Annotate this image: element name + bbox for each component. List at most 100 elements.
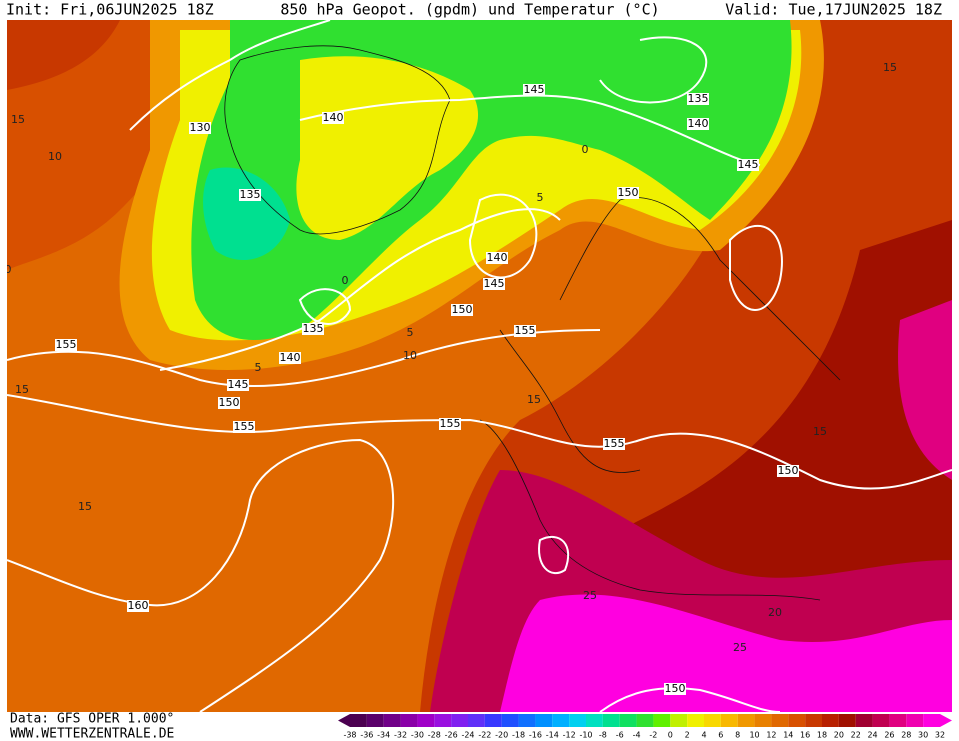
colorbar-tick-label: -16 <box>529 731 542 740</box>
color-swatch <box>636 714 654 727</box>
color-swatch <box>434 714 452 727</box>
temperature-label: 25 <box>733 641 747 654</box>
color-swatch <box>720 714 738 727</box>
colorbar-tick-label: 30 <box>918 731 928 740</box>
label-box <box>514 325 536 337</box>
color-swatch <box>569 714 586 727</box>
colorbar-tick-label: -36 <box>360 731 373 740</box>
label-box <box>279 352 301 364</box>
geopotential-contour <box>468 193 538 279</box>
color-swatch <box>518 714 536 727</box>
label-box <box>664 683 686 695</box>
color-swatch <box>838 714 856 727</box>
geopotential-label: 150 <box>778 464 799 477</box>
colorbar-tick-label: 32 <box>935 731 945 740</box>
label-box <box>451 304 473 316</box>
colorbar-arrow <box>940 714 952 727</box>
colorbar-tick-label: -38 <box>343 731 356 740</box>
geopotential-contour <box>159 208 561 371</box>
init-time: Init: Fri,06JUN2025 18Z <box>6 1 214 19</box>
geopotential-label: 135 <box>240 188 261 201</box>
colorbar-tick-label: 16 <box>800 731 810 740</box>
geopotential-label: 150 <box>452 303 473 316</box>
geopotential-contour <box>129 20 331 131</box>
colorbar-tick-label: -20 <box>495 731 508 740</box>
label-box <box>687 93 709 105</box>
valid-time: Valid: Tue,17JUN2025 18Z <box>725 1 942 19</box>
geopotential-label: 155 <box>56 338 77 351</box>
colorbar-tick-label: 0 <box>668 731 673 740</box>
label-box <box>55 339 77 351</box>
colorbar-tick-label: 8 <box>735 731 740 740</box>
color-swatch <box>501 714 519 727</box>
color-swatch <box>417 714 435 727</box>
colorbar: -38 -36 -34 -32 -30 -28 -26 -24 -22 -20 -18 -16 -14-… <box>338 714 952 740</box>
geopotential-label: 145 <box>228 378 249 391</box>
geopotential-label: 160 <box>128 599 149 612</box>
color-swatch <box>552 714 570 727</box>
geopotential-contour <box>599 36 708 104</box>
colorbar-tick-label: 4 <box>701 731 706 740</box>
colorbar-tick-label: -2 <box>649 731 657 740</box>
label-box <box>737 159 759 171</box>
colorbar-tick-label: -10 <box>579 731 592 740</box>
geopotential-label: 130 <box>190 121 211 134</box>
geopotential-label: 145 <box>738 158 759 171</box>
colorbar-tick-label: 22 <box>851 731 861 740</box>
label-box <box>483 278 505 290</box>
label-box <box>777 465 799 477</box>
temperature-label: 0 <box>342 274 349 287</box>
geopotential-label: 145 <box>484 277 505 290</box>
label-box <box>322 112 344 124</box>
temp-area <box>500 594 952 712</box>
colorbar-tick-label: 18 <box>817 731 827 740</box>
color-swatch <box>822 714 839 727</box>
color-swatch <box>484 714 502 727</box>
color-swatch <box>687 714 704 727</box>
label-box <box>233 421 255 433</box>
temp-area <box>898 300 952 480</box>
geopotential-label: 155 <box>234 420 255 433</box>
colorbar-tick-label: 24 <box>867 731 877 740</box>
temperature-label: 15 <box>15 383 29 396</box>
color-swatch <box>653 714 671 727</box>
geopotential-label: 140 <box>487 251 508 264</box>
geopotential-contour <box>7 329 601 388</box>
temp-area <box>296 56 479 240</box>
geopotential-label: 150 <box>219 396 240 409</box>
colorbar-tick-label: -6 <box>616 731 624 740</box>
label-box <box>486 252 508 264</box>
colorbar-tick-label: -30 <box>411 731 424 740</box>
temp-area <box>7 20 120 90</box>
geopotential-label: 135 <box>303 322 324 335</box>
geopotential-label: 150 <box>665 682 686 695</box>
colorbar-tick-label: -26 <box>445 731 458 740</box>
temperature-label: 20 <box>768 606 782 619</box>
temperature-label: 0 <box>582 143 589 156</box>
geopotential-contour <box>298 288 352 325</box>
color-swatch <box>670 714 688 727</box>
label-box <box>127 600 149 612</box>
map: 1301401351451351401451501401451501551351… <box>7 20 952 712</box>
colorbar-tick-label: -4 <box>633 731 641 740</box>
temperature-label: 15 <box>11 113 25 126</box>
geopotential-label: 145 <box>524 83 545 96</box>
label-box <box>218 397 240 409</box>
temperature-label: 5 <box>255 361 262 374</box>
colorbar-tick-label: 2 <box>685 731 690 740</box>
label-box <box>603 438 625 450</box>
temperature-label: 10 <box>48 150 62 163</box>
geopotential-label: 155 <box>515 324 536 337</box>
color-swatch <box>805 714 822 727</box>
color-swatch <box>704 714 721 727</box>
geopotential-label: 140 <box>280 351 301 364</box>
label-box <box>617 187 639 199</box>
color-swatch <box>906 714 924 727</box>
geopotential-label: 155 <box>604 437 625 450</box>
colorbar-tick-label: 28 <box>901 731 911 740</box>
color-swatch <box>737 714 755 727</box>
colorbar-tick-label: 6 <box>718 731 723 740</box>
color-swatch <box>923 714 940 727</box>
colorbar-tick-label: 14 <box>783 731 793 740</box>
